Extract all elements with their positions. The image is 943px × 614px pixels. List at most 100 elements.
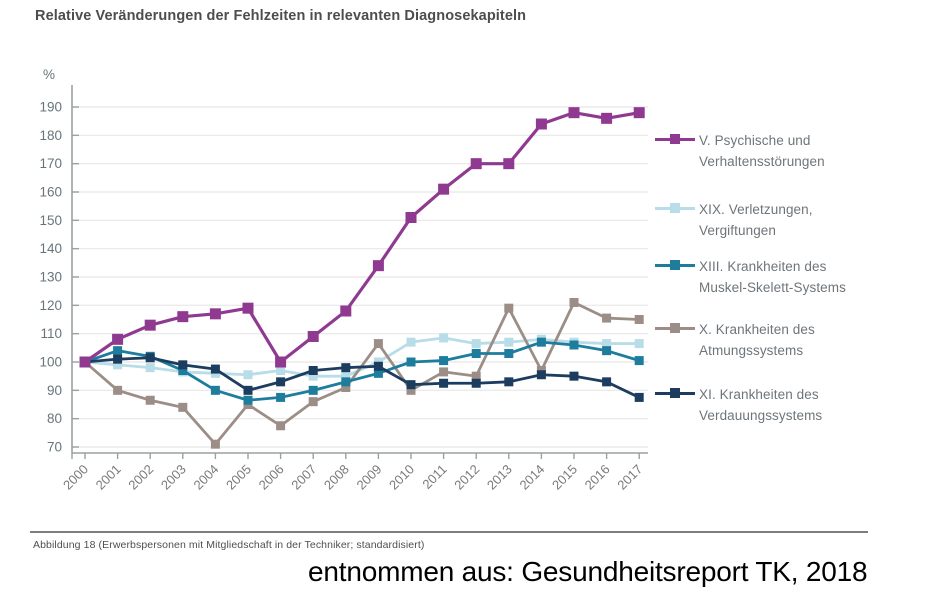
y-tick-label: 150 [39,213,62,228]
data-point-marker [308,365,318,375]
data-point-marker [503,158,515,170]
data-point-marker [602,377,612,387]
data-point-marker [145,395,155,405]
x-tick-label: 2010 [386,462,417,493]
y-tick-label: 190 [39,100,62,115]
source-caption: entnommen aus: Gesundheitsreport TK, 201… [308,556,868,587]
legend-marker-verdauung-icon [655,384,699,404]
data-point-marker [569,298,579,308]
data-point-marker [275,356,287,368]
y-tick-label: 90 [47,383,62,398]
data-point-marker [210,439,220,449]
x-tick-label: 2009 [353,462,384,493]
series-line [84,356,640,399]
y-tick-label: 180 [39,128,62,143]
data-point-marker [341,382,351,392]
data-point-marker [307,331,319,343]
data-point-marker [504,377,514,387]
data-point-marker [602,346,612,356]
data-point-marker [113,360,123,370]
data-point-marker [210,385,220,395]
data-point-marker [276,392,286,402]
data-point-marker [633,107,645,119]
x-tick-label: 2002 [125,462,156,493]
data-point-marker [471,371,481,381]
data-point-marker [406,337,416,347]
data-point-marker [406,380,416,390]
data-point-marker [504,303,514,313]
legend-item-atmung: X. Krankheiten des Atmungssystems [655,319,815,361]
x-tick-label: 2011 [419,462,449,492]
data-point-marker [276,421,286,431]
data-point-marker [535,118,547,130]
x-tick-label: 2003 [158,462,189,493]
data-point-marker [602,339,612,349]
data-point-marker [113,346,123,356]
data-point-marker [373,368,383,378]
data-point-marker [569,371,579,381]
x-tick-label: 2016 [582,462,613,493]
data-point-marker [341,377,351,387]
chart-legend: V. Psychische und Verhaltensstörungen XIX… [655,0,940,460]
legend-item-muskel-skelett: XIII. Krankheiten des Muskel-Skelett-Syst… [655,256,846,298]
x-tick-label: 2001 [93,462,124,493]
data-point-marker [243,370,253,380]
figure-caption: Abbildung 18 (Erwerbspersonen mit Mitgli… [33,539,425,551]
x-tick-label: 2017 [614,462,645,493]
data-point-marker [144,319,156,331]
footer-divider [30,531,868,533]
series-line [84,111,640,364]
data-point-marker [276,377,286,387]
data-point-marker [601,112,613,124]
data-point-marker [504,349,514,359]
data-point-marker [634,356,644,366]
data-point-marker [634,392,644,402]
data-point-marker [341,371,351,381]
series-1 [80,333,644,381]
data-point-marker [471,349,481,359]
legend-item-verletzungen: XIX. Verletzungen, Vergiftungen [655,199,813,241]
data-point-marker [634,339,644,349]
legend-marker-psychische-icon [655,130,699,150]
x-tick-label: 2015 [549,462,580,493]
data-point-marker [439,378,449,388]
legend-label-psychische: V. Psychische und Verhaltensstörungen [699,133,825,169]
page-title: Relative Veränderungen der Fehlzeiten in… [35,8,527,24]
series-2 [80,337,644,405]
data-point-marker [504,337,514,347]
data-point-marker [439,333,449,343]
y-tick-label: 110 [40,326,62,341]
data-point-marker [178,360,188,370]
data-point-marker [568,107,580,119]
data-point-marker [177,311,189,323]
x-tick-label: 2012 [451,462,482,493]
data-point-marker [178,402,188,412]
data-point-marker [210,364,220,374]
x-tick-label: 2013 [484,462,515,493]
data-point-marker [242,302,254,314]
data-point-marker [373,361,383,371]
data-point-marker [145,353,155,363]
data-point-marker [438,183,450,195]
y-tick-label: 170 [39,156,62,171]
y-tick-label: 70 [47,439,62,454]
y-tick-label: 140 [39,241,62,256]
legend-label-verdauung: XI. Krankheiten des Verdauungssystems [699,387,823,423]
fehlzeiten-line-chart: 70 80 90 100 110 120 130 140 150 160 170 180 190% 200… [39,67,648,493]
y-tick-label: 120 [39,298,62,313]
data-point-marker [439,356,449,366]
data-point-marker [145,363,155,373]
series-line [84,336,640,378]
data-point-marker [308,397,318,407]
data-point-marker [79,356,91,368]
series-0 [79,107,645,368]
data-point-marker [439,367,449,377]
data-point-marker [405,212,417,224]
data-point-marker [373,339,383,349]
data-point-marker [634,315,644,325]
y-tick-label: 80 [47,411,62,426]
data-point-marker [113,354,123,364]
x-tick-label: 2000 [60,462,91,493]
series-line [84,340,640,402]
series-3 [80,298,644,449]
